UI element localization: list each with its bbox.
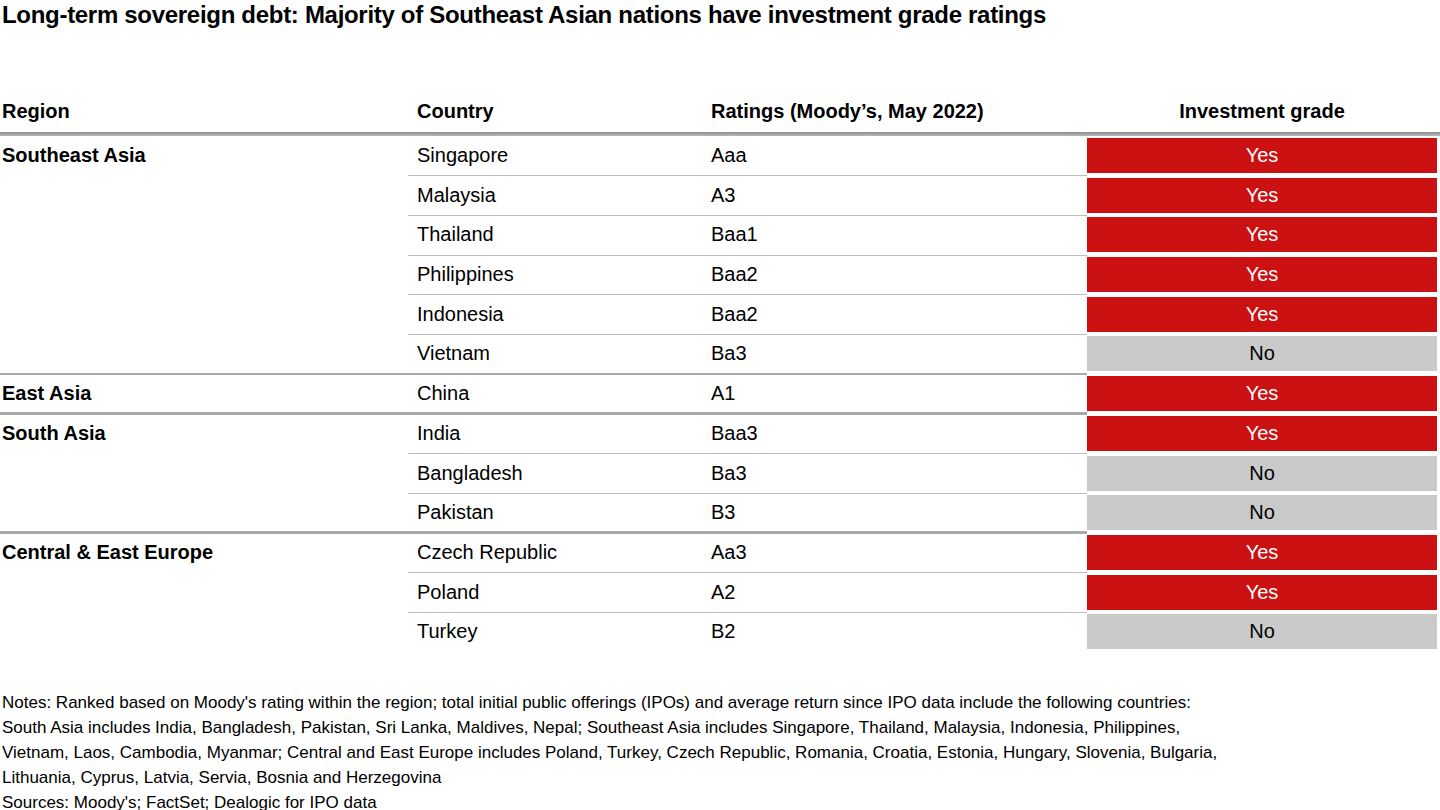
investment-grade-cell: Yes	[1087, 297, 1437, 332]
investment-grade-cell: No	[1087, 614, 1437, 649]
table-row: Thailand Baa1 Yes	[0, 215, 1440, 255]
column-header-ratings: Ratings (Moody’s, May 2022)	[711, 100, 984, 123]
table-row: Pakistan B3 No	[0, 493, 1440, 533]
investment-grade-cell: Yes	[1087, 138, 1437, 173]
investment-grade-cell: Yes	[1087, 376, 1437, 411]
row-divider	[408, 612, 1087, 613]
rating-cell: Baa2	[711, 255, 758, 295]
country-cell: Bangladesh	[417, 454, 523, 494]
region-divider	[0, 373, 1087, 376]
country-cell: Thailand	[417, 215, 494, 255]
investment-grade-cell: Yes	[1087, 217, 1437, 252]
report-exhibit-page: { "title": "Long-term sovereign debt: Ma…	[0, 0, 1440, 810]
table-row: India Baa3 Yes	[0, 414, 1440, 454]
country-cell: Singapore	[417, 136, 508, 176]
footnotes: Notes: Ranked based on Moody's rating wi…	[2, 690, 1217, 810]
country-cell: Poland	[417, 573, 479, 613]
rating-cell: A2	[711, 573, 735, 613]
rating-cell: Aa3	[711, 533, 747, 573]
country-cell: Vietnam	[417, 334, 490, 374]
country-cell: Czech Republic	[417, 533, 557, 573]
region-divider	[0, 531, 1087, 534]
investment-grade-cell: No	[1087, 495, 1437, 530]
country-cell: Philippines	[417, 255, 514, 295]
table-row: Vietnam Ba3 No	[0, 334, 1440, 374]
notes-line: Vietnam, Laos, Cambodia, Myanmar; Centra…	[2, 740, 1217, 765]
country-cell: India	[417, 414, 460, 454]
rating-cell: Baa2	[711, 295, 758, 335]
rating-cell: Ba3	[711, 334, 747, 374]
investment-grade-cell: No	[1087, 456, 1437, 491]
sources-line: Sources: Moody's; FactSet; Dealogic for …	[2, 790, 1217, 810]
row-divider	[408, 572, 1087, 573]
rating-cell: Baa3	[711, 414, 758, 454]
rating-cell: B3	[711, 493, 735, 533]
investment-grade-cell: Yes	[1087, 416, 1437, 451]
column-header-country: Country	[417, 100, 494, 123]
region-group-south-asia: South Asia India Baa3 Yes Bangladesh Ba3…	[0, 414, 1440, 533]
table-row: Singapore Aaa Yes	[0, 136, 1440, 176]
country-cell: China	[417, 374, 469, 414]
notes-line: Notes: Ranked based on Moody's rating wi…	[2, 690, 1217, 715]
rating-cell: A1	[711, 374, 735, 414]
table-row: China A1 Yes	[0, 374, 1440, 414]
country-cell: Pakistan	[417, 493, 494, 533]
notes-line: Lithuania, Cyprus, Latvia, Servia, Bosni…	[2, 765, 1217, 790]
ratings-table: Southeast Asia Singapore Aaa Yes Malaysi…	[0, 136, 1440, 652]
region-divider	[0, 412, 1087, 415]
rating-cell: B2	[711, 612, 735, 652]
page-title: Long-term sovereign debt: Majority of So…	[2, 1, 1046, 29]
investment-grade-cell: Yes	[1087, 535, 1437, 570]
notes-line: South Asia includes India, Bangladesh, P…	[2, 715, 1217, 740]
table-row: Philippines Baa2 Yes	[0, 255, 1440, 295]
column-header-region: Region	[2, 100, 70, 123]
table-row: Malaysia A3 Yes	[0, 176, 1440, 216]
table-row: Indonesia Baa2 Yes	[0, 295, 1440, 335]
rating-cell: A3	[711, 176, 735, 216]
investment-grade-cell: Yes	[1087, 178, 1437, 213]
investment-grade-cell: Yes	[1087, 575, 1437, 610]
rating-cell: Baa1	[711, 215, 758, 255]
table-row: Poland A2 Yes	[0, 573, 1440, 613]
country-cell: Malaysia	[417, 176, 496, 216]
row-divider	[408, 493, 1087, 494]
region-group-central-east-europe: Central & East Europe Czech Republic Aa3…	[0, 533, 1440, 652]
country-cell: Turkey	[417, 612, 477, 652]
region-group-southeast-asia: Southeast Asia Singapore Aaa Yes Malaysi…	[0, 136, 1440, 374]
rating-cell: Aaa	[711, 136, 747, 176]
investment-grade-cell: No	[1087, 336, 1437, 371]
country-cell: Indonesia	[417, 295, 504, 335]
investment-grade-cell: Yes	[1087, 257, 1437, 292]
row-divider	[408, 175, 1087, 176]
region-group-east-asia: East Asia China A1 Yes	[0, 374, 1440, 414]
table-row: Turkey B2 No	[0, 612, 1440, 652]
rating-cell: Ba3	[711, 454, 747, 494]
column-header-investment-grade: Investment grade	[1087, 100, 1437, 123]
table-row: Czech Republic Aa3 Yes	[0, 533, 1440, 573]
table-row: Bangladesh Ba3 No	[0, 454, 1440, 494]
row-divider	[408, 334, 1087, 335]
